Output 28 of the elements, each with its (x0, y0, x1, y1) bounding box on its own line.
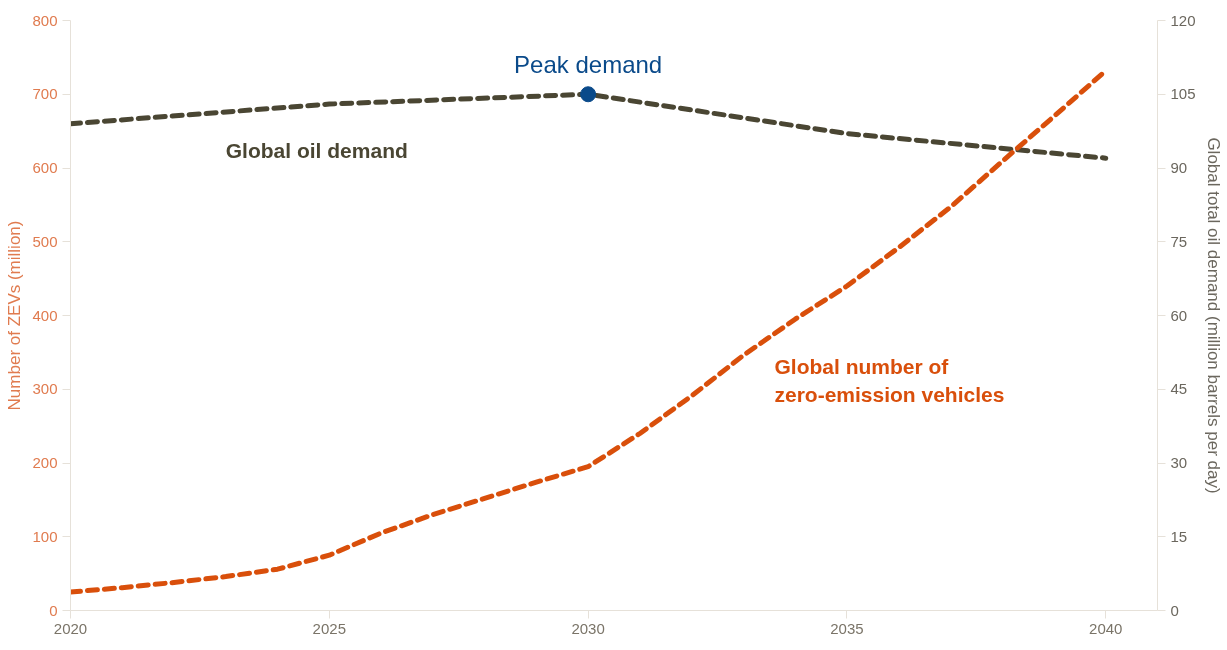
annotation: Peak demand (514, 51, 663, 79)
y2-tick-label: 60 (1170, 306, 1188, 324)
y-tick-label: 700 (32, 85, 58, 103)
series-label: Global oil demand (225, 138, 408, 162)
y2-tick-label: 105 (1170, 85, 1196, 103)
y2-tick-label: 90 (1170, 159, 1188, 176)
x-tick-label: 2040 (1089, 619, 1123, 637)
y-axis-title: Number of ZEVs (million) (5, 220, 25, 411)
x-tick-label: 2020 (53, 619, 88, 637)
y2-tick-label: 45 (1170, 380, 1188, 398)
y-tick-label: 400 (32, 306, 58, 324)
y-tick-label: 200 (32, 454, 58, 471)
y2-tick-label: 0 (1170, 601, 1179, 619)
y2-tick-label: 30 (1170, 454, 1188, 471)
y2-tick-label: 15 (1170, 527, 1188, 545)
y2-tick-label: 75 (1170, 232, 1188, 250)
series-label: Global number of zero-emission vehicles (774, 355, 1005, 406)
x-tick-label: 2035 (830, 619, 864, 637)
x-tick-label: 2030 (571, 619, 605, 637)
y2-tick-label: 120 (1170, 11, 1196, 29)
y-tick-label: 0 (49, 601, 58, 619)
y-tick-label: 600 (32, 159, 58, 176)
y2-axis-title: Global total oil demand (million barrels per day) (1203, 137, 1223, 494)
y-tick-label: 500 (32, 232, 58, 250)
x-tick-label: 2025 (312, 619, 346, 637)
y-tick-label: 100 (32, 527, 58, 545)
y-tick-label: 800 (32, 11, 58, 29)
y-tick-label: 300 (32, 380, 58, 398)
